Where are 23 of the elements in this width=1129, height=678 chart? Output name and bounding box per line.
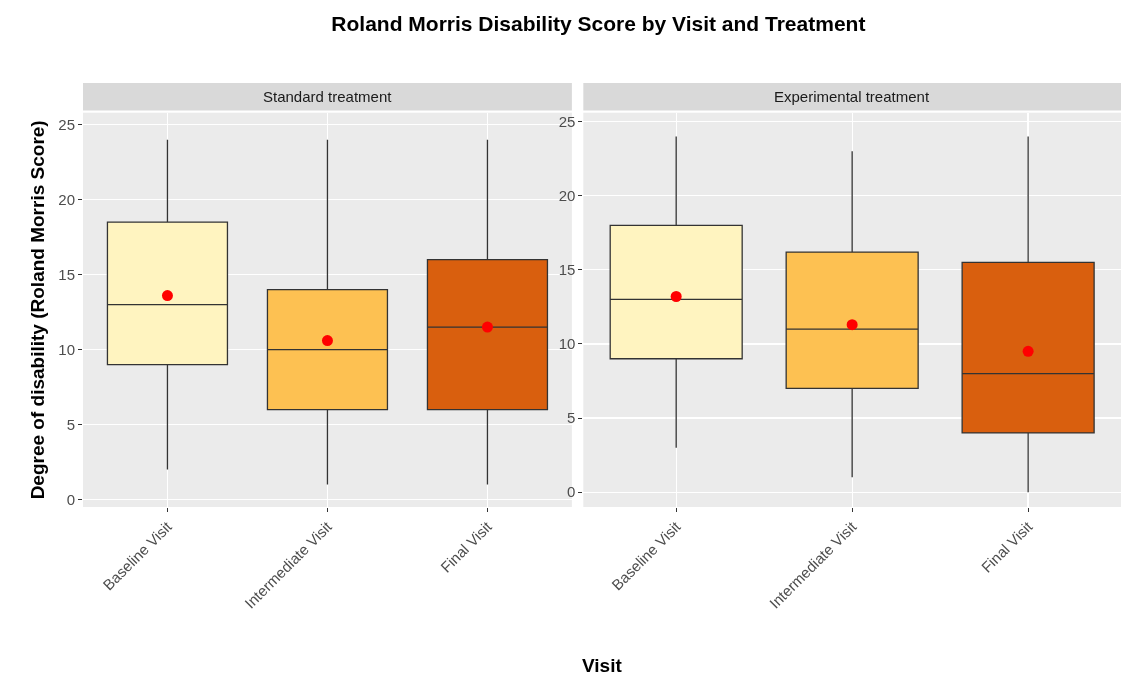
y-tick-label: 15 xyxy=(558,261,576,279)
y-tick-label: 15 xyxy=(58,265,75,283)
x-axis-title: Visit xyxy=(582,655,623,676)
point xyxy=(161,290,173,302)
point xyxy=(1022,345,1034,357)
chart-subtitle: Experimental treatment xyxy=(774,88,930,105)
y-tick-label: 5 xyxy=(66,415,75,433)
y-tick-label: 25 xyxy=(558,112,576,130)
y-tick-label: 25 xyxy=(58,115,75,133)
point xyxy=(321,335,333,347)
point xyxy=(481,321,493,333)
chart-subtitle: Standard treatment xyxy=(263,88,393,105)
y-axis-title: Degree of disability (Roland Morris Score) xyxy=(27,120,49,500)
y-tick-label: 20 xyxy=(558,186,576,204)
y-tick-label: 10 xyxy=(58,340,75,358)
point xyxy=(670,291,682,302)
y-tick-label: 0 xyxy=(66,490,75,508)
y-tick-label: 5 xyxy=(566,409,576,427)
chart-title: Roland Morris Disability Score by Visit and Treatment xyxy=(331,12,866,36)
y-tick-label: 0 xyxy=(566,483,576,501)
y-tick-label: 20 xyxy=(58,190,75,208)
y-tick-label: 10 xyxy=(558,335,576,353)
point xyxy=(846,319,858,331)
